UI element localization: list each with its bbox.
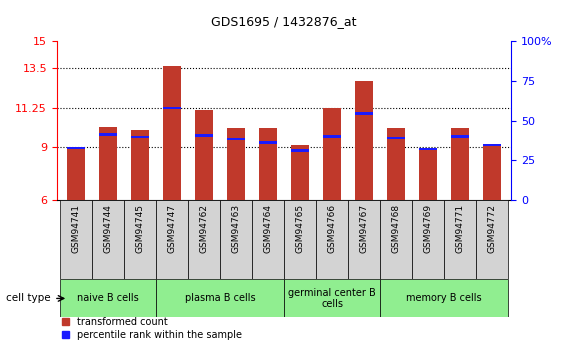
Text: memory B cells: memory B cells [406,294,482,303]
Bar [291,149,309,151]
Bar [124,200,156,279]
Bar [227,128,245,200]
Bar [284,279,380,317]
Bar [355,112,373,115]
Text: GSM94763: GSM94763 [232,204,240,253]
Bar [316,200,348,279]
Bar [259,128,277,200]
Bar [99,127,117,200]
Bar [195,134,213,137]
Bar [227,138,245,140]
Text: GSM94771: GSM94771 [456,204,465,253]
Bar [156,279,284,317]
Text: GSM94744: GSM94744 [103,204,112,253]
Bar [387,128,405,200]
Legend: transformed count, percentile rank within the sample: transformed count, percentile rank withi… [62,317,242,340]
Text: cell type: cell type [6,294,51,303]
Bar [412,200,444,279]
Bar [355,81,373,200]
Bar [163,66,181,200]
Text: plasma B cells: plasma B cells [185,294,255,303]
Bar [476,200,508,279]
Text: GSM94745: GSM94745 [136,204,144,253]
Bar [67,147,85,149]
Text: naive B cells: naive B cells [77,294,139,303]
Bar [252,200,284,279]
Text: GSM94769: GSM94769 [424,204,432,253]
Text: GSM94762: GSM94762 [199,204,208,253]
Bar [60,200,92,279]
Text: GSM94768: GSM94768 [391,204,400,253]
Bar [99,133,117,136]
Bar [188,200,220,279]
Bar [259,141,277,144]
Bar [483,144,501,200]
Bar [387,137,405,139]
Bar [323,108,341,200]
Text: GSM94764: GSM94764 [264,204,273,253]
Text: GDS1695 / 1432876_at: GDS1695 / 1432876_at [211,16,357,29]
Bar [380,200,412,279]
Bar [348,200,380,279]
Bar [451,128,469,200]
Bar [444,200,476,279]
Bar [131,136,149,138]
Bar [284,200,316,279]
Bar [195,110,213,200]
Bar [380,279,508,317]
Text: GSM94741: GSM94741 [72,204,81,253]
Text: germinal center B
cells: germinal center B cells [288,288,376,309]
Bar [163,107,181,109]
Bar [483,144,501,146]
Text: GSM94765: GSM94765 [295,204,304,253]
Text: GSM94772: GSM94772 [487,204,496,253]
Bar [451,135,469,138]
Bar [92,200,124,279]
Bar [419,148,437,200]
Bar [60,279,156,317]
Text: GSM94767: GSM94767 [360,204,369,253]
Bar [67,148,85,200]
Bar [131,130,149,200]
Text: GSM94747: GSM94747 [168,204,177,253]
Bar [156,200,188,279]
Bar [419,148,437,150]
Bar [291,145,309,200]
Text: GSM94766: GSM94766 [328,204,336,253]
Bar [323,135,341,138]
Bar [220,200,252,279]
